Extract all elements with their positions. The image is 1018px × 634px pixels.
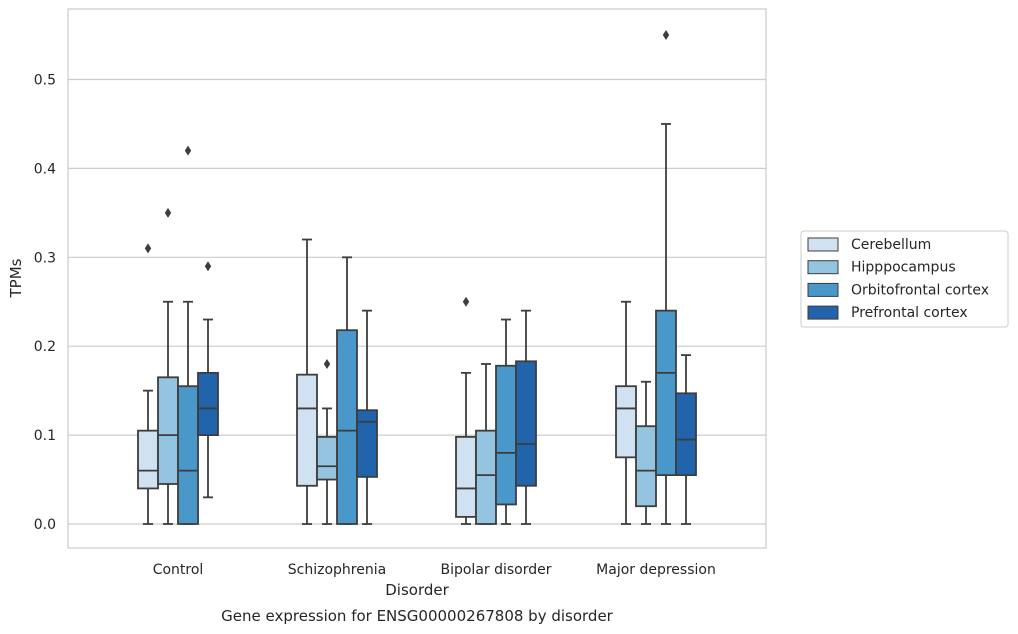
outlier-point [144,243,152,254]
box-cerebellum-major-depression [615,300,637,525]
box-orbitofrontal-cortex-major-depression [655,30,677,525]
box-iqr [336,329,358,525]
box-orbitofrontal-cortex-schizophrenia [336,256,358,525]
box-orbitofrontal-cortex-bipolar-disorder [495,318,517,525]
chart-caption: Gene expression for ENSG00000267808 by d… [221,607,614,625]
box-iqr [475,429,497,525]
y-axis-label: TPMs [7,258,25,298]
box-prefrontal-cortex-control [197,261,219,499]
box-iqr [615,385,637,459]
box-cerebellum-bipolar-disorder [455,296,477,525]
y-tick-label: 0.5 [34,73,56,89]
outlier-point [164,207,172,218]
legend-frame [800,230,1009,328]
box-iqr [635,425,657,508]
box-iqr [316,435,338,481]
box-iqr [356,409,378,478]
box-prefrontal-cortex-bipolar-disorder [515,309,537,525]
outlier-point [204,261,212,272]
legend-label: Orbitofrontal cortex [851,282,989,298]
x-axis-ticks: Control Schizophrenia Bipolar disorder Majo… [153,562,716,578]
legend-label: Hipppocampus [851,260,956,276]
legend-swatch [807,237,839,252]
box-iqr [495,364,517,506]
x-tick-label: Bipolar disorder [440,562,551,578]
box-iqr [157,376,179,485]
box-iqr [177,385,199,525]
x-tick-label: Control [153,562,204,578]
y-tick-label: 0.1 [34,428,56,444]
box-iqr [455,435,477,518]
box-prefrontal-cortex-schizophrenia [356,309,378,525]
box-iqr [296,373,318,487]
x-axis-label: Disorder [385,581,449,599]
legend-label: Prefrontal cortex [851,305,968,321]
box-hipppocampus-bipolar-disorder [475,363,497,525]
box-iqr [137,429,159,490]
plot-area-frame [67,8,767,549]
legend-label: Cerebellum [851,237,931,253]
box-hipppocampus-schizophrenia [316,358,338,525]
box-orbitofrontal-cortex-control [177,145,199,525]
legend: Cerebellum Hipppocampus Orbitofrontal cort… [800,230,1009,328]
x-tick-label: Schizophrenia [288,562,386,578]
y-tick-label: 0.0 [34,517,56,533]
box-iqr [197,371,219,436]
legend-swatch [807,260,839,275]
box-iqr [675,392,697,477]
x-tick-label: Major depression [596,562,716,578]
outlier-point [662,30,670,41]
box-prefrontal-cortex-major-depression [675,354,697,525]
y-tick-label: 0.4 [34,161,56,177]
outlier-point [323,358,331,369]
y-tick-label: 0.2 [34,339,56,355]
box-cerebellum-control [137,243,159,525]
box-iqr [515,360,537,487]
legend-swatch [807,305,839,320]
outlier-point [184,145,192,156]
box-hipppocampus-major-depression [635,380,657,525]
box-hipppocampus-control [157,207,179,525]
box-layer [137,30,697,525]
outlier-point [462,296,470,307]
legend-swatch [807,282,839,297]
box-cerebellum-schizophrenia [296,238,318,525]
y-tick-label: 0.3 [34,250,56,266]
y-axis-ticks: 0.0 0.1 0.2 0.3 0.4 0.5 [34,73,56,534]
box-iqr [655,309,677,477]
